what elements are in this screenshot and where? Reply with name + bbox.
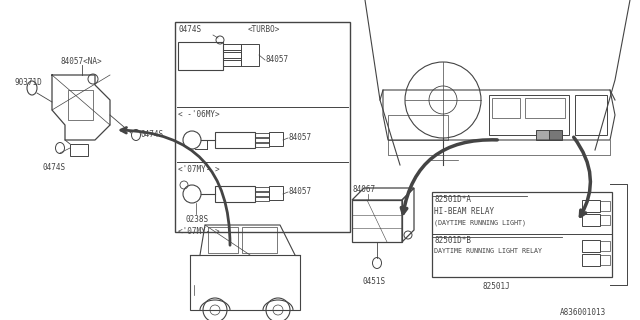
Bar <box>352 200 402 242</box>
Text: A836001013: A836001013 <box>560 308 606 317</box>
Text: HI-BEAM RELAY: HI-BEAM RELAY <box>434 207 494 216</box>
Bar <box>241 44 259 66</box>
Bar <box>600 241 610 251</box>
Text: 0474S: 0474S <box>140 130 163 139</box>
Bar <box>582 214 600 226</box>
Text: 84057: 84057 <box>288 187 311 196</box>
Text: (DAYTIME RUNNING LIGHT): (DAYTIME RUNNING LIGHT) <box>434 219 526 226</box>
Text: 84067: 84067 <box>352 185 375 194</box>
Bar <box>178 42 223 70</box>
Text: 0474S: 0474S <box>42 163 65 172</box>
Bar <box>255 133 269 137</box>
Bar <box>600 255 610 265</box>
Bar <box>388 115 448 140</box>
Bar <box>215 186 255 202</box>
Bar <box>223 60 241 66</box>
Bar <box>215 132 255 148</box>
Bar <box>255 192 269 196</box>
Bar <box>536 130 549 140</box>
Text: 0474S: 0474S <box>178 25 201 34</box>
Bar <box>223 52 241 58</box>
Bar <box>492 98 520 118</box>
Text: <'07MY- >: <'07MY- > <box>178 227 220 236</box>
Bar <box>489 95 569 135</box>
Text: <TURBO>: <TURBO> <box>248 25 280 34</box>
Bar <box>255 197 269 201</box>
Text: DAYTIME RUNNING LIGHT RELAY: DAYTIME RUNNING LIGHT RELAY <box>434 248 542 254</box>
Bar <box>208 227 238 253</box>
Bar <box>269 132 283 146</box>
Bar <box>70 144 88 156</box>
Bar <box>600 215 610 225</box>
Text: 82501D*A: 82501D*A <box>434 195 471 204</box>
Bar <box>600 201 610 211</box>
Bar <box>175 22 350 232</box>
Bar <box>582 254 600 266</box>
Bar <box>68 90 93 120</box>
Bar <box>190 255 300 310</box>
Bar <box>582 240 600 252</box>
Bar <box>575 95 607 135</box>
Text: <'07MY- >: <'07MY- > <box>178 165 220 174</box>
Bar <box>223 44 241 50</box>
Text: 90371D: 90371D <box>14 78 42 87</box>
Bar <box>432 192 612 277</box>
Text: 82501D*B: 82501D*B <box>434 236 471 245</box>
Text: 84057<NA>: 84057<NA> <box>60 57 102 66</box>
Bar <box>242 227 277 253</box>
Bar <box>269 186 283 200</box>
Text: 84057: 84057 <box>288 133 311 142</box>
Text: 0238S: 0238S <box>185 215 208 224</box>
Text: 84057: 84057 <box>265 55 288 64</box>
Text: 0451S: 0451S <box>362 277 385 286</box>
Text: < -'06MY>: < -'06MY> <box>178 110 220 119</box>
Bar <box>549 130 562 140</box>
Text: 82501J: 82501J <box>482 282 509 291</box>
Bar <box>525 98 565 118</box>
Bar <box>582 200 600 212</box>
Bar <box>255 138 269 142</box>
Bar <box>255 143 269 147</box>
Bar <box>255 187 269 191</box>
